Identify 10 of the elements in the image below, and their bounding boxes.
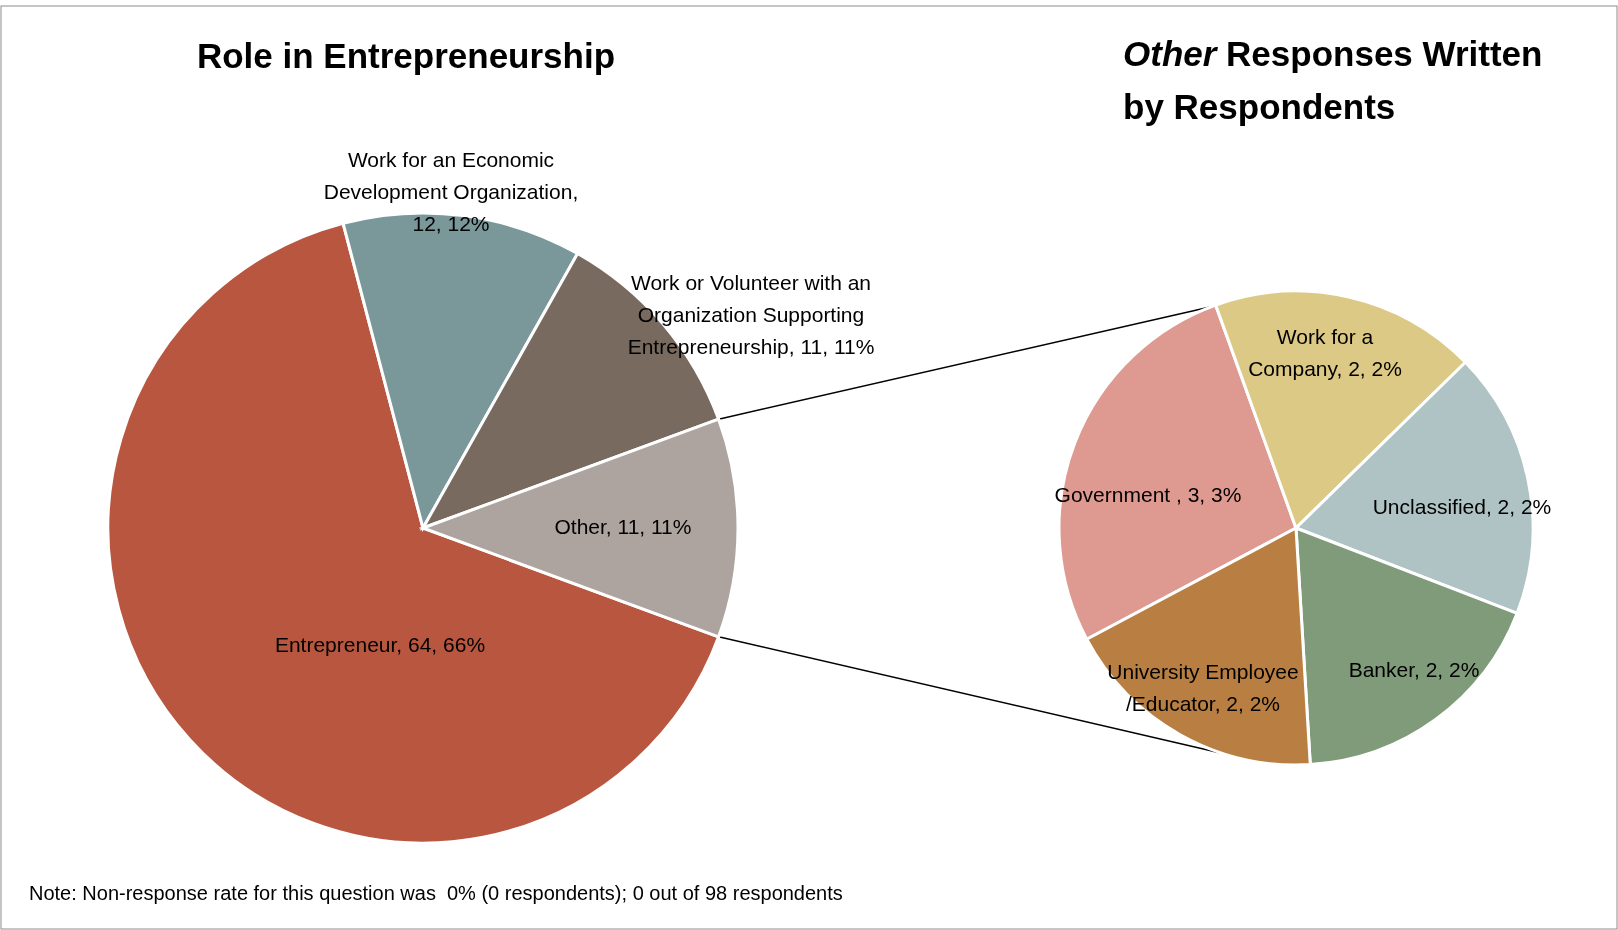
slice-label: Work for a Company, 2, 2%	[1248, 324, 1402, 380]
slice-label: Banker, 2, 2%	[1348, 657, 1480, 681]
slice-label: Work for an Economic Development Organization, 12, 12%	[323, 147, 579, 235]
chart-title: Role in Entrepreneurship	[196, 36, 616, 75]
slice-label: Unclassified, 2, 2%	[1372, 494, 1552, 518]
slice-label: Other, 11, 11%	[554, 514, 692, 538]
slice-label: Entrepreneur, 64, 66%	[274, 632, 486, 656]
chart-title: Other Responses Written by Respondents	[1123, 34, 1543, 126]
text: Note: Non-response rate for this question was 0% (0 respondents); 0 out of 98 respondents	[29, 882, 843, 904]
slice-label: Government , 3, 3%	[1054, 482, 1242, 506]
